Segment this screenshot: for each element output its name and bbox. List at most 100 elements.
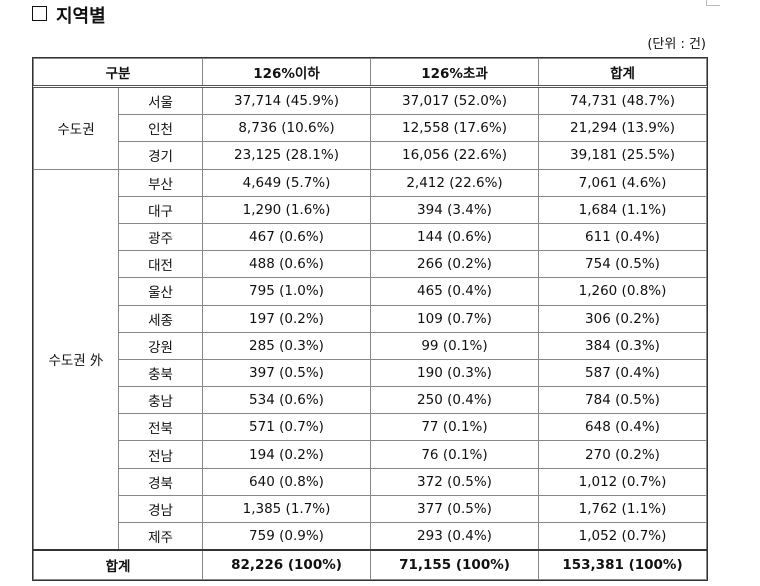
value-cell: 467 (0.6%)	[202, 222, 371, 252]
group-label: 수도권	[33, 86, 119, 170]
value-cell: 795 (1.0%)	[202, 277, 371, 306]
data-row: 수도권 外 부산 4,649 (5.7%) 2,412 (22.6%) 7,061 (4…	[33, 168, 707, 551]
data-row: 대구 1,290 (1.6%) 394 (3.4%) 1,684 (1.1%)	[34, 195, 707, 224]
value-cell: 12,558 (17.6%)	[370, 114, 539, 143]
value-cell: 37,017 (52.0%)	[370, 85, 539, 116]
unit-note: (단위 : 건)	[647, 37, 706, 52]
data-row: 울산 795 (1.0%) 465 (0.4%) 1,260 (0.8%)	[34, 277, 707, 306]
checkbox-icon	[32, 6, 47, 21]
page-corner	[706, 5, 720, 6]
data-row: 제주 759 (0.9%) 293 (0.4%) 1,052 (0.7%)	[34, 522, 707, 551]
data-row: 강원 285 (0.3%) 99 (0.1%) 384 (0.3%)	[34, 331, 707, 360]
value-cell: 372 (0.5%)	[370, 467, 539, 496]
value-cell: 293 (0.4%)	[370, 522, 539, 551]
table-body: 구분 126%이하 126%초과 합계 수도권 서울 37,714 (45.9%) 37,01…	[33, 58, 707, 581]
value-cell: 759 (0.9%)	[202, 522, 371, 551]
value-cell: 640 (0.8%)	[202, 467, 371, 496]
value-cell: 74,731 (48.7%)	[538, 85, 707, 116]
value-cell: 754 (0.5%)	[538, 250, 707, 279]
value-cell: 194 (0.2%)	[202, 440, 371, 469]
value-cell: 571 (0.7%)	[202, 413, 371, 442]
region-label: 광주	[118, 222, 203, 252]
value-cell: 23,125 (28.1%)	[202, 141, 371, 170]
region-label: 부산	[118, 168, 203, 197]
value-cell: 394 (3.4%)	[370, 195, 539, 224]
value-cell: 190 (0.3%)	[370, 358, 539, 388]
column-header: 126%이하	[202, 58, 371, 88]
region-label: 인천	[118, 114, 203, 143]
value-cell: 534 (0.6%)	[202, 386, 371, 415]
data-row: 전북 571 (0.7%) 77 (0.1%) 648 (0.4%)	[34, 413, 707, 442]
region-label: 전북	[118, 413, 203, 442]
value-cell: 465 (0.4%)	[370, 277, 539, 306]
title-text: 지역별	[56, 6, 106, 27]
region-label: 충북	[118, 358, 203, 388]
value-cell: 1,012 (0.7%)	[538, 467, 707, 496]
value-cell: 16,056 (22.6%)	[370, 141, 539, 170]
value-cell: 99 (0.1%)	[370, 331, 539, 360]
value-cell: 1,052 (0.7%)	[538, 522, 707, 551]
data-row: 광주 467 (0.6%) 144 (0.6%) 611 (0.4%)	[34, 222, 707, 252]
value-cell: 39,181 (25.5%)	[538, 141, 707, 170]
value-cell: 1,684 (1.1%)	[538, 195, 707, 224]
total-cell: 71,155 (100%)	[370, 549, 539, 581]
value-cell: 611 (0.4%)	[538, 222, 707, 252]
page-corner	[706, 0, 707, 6]
value-cell: 784 (0.5%)	[538, 386, 707, 415]
value-cell: 1,385 (1.7%)	[202, 494, 371, 524]
data-row: 경북 640 (0.8%) 372 (0.5%) 1,012 (0.7%)	[34, 467, 707, 496]
value-cell: 648 (0.4%)	[538, 413, 707, 442]
value-cell: 8,736 (10.6%)	[202, 114, 371, 143]
value-cell: 1,290 (1.6%)	[202, 195, 371, 224]
header-row: 구분 126%이하 126%초과 합계	[33, 58, 707, 88]
column-header: 합계	[538, 58, 707, 88]
data-row: 경기 23,125 (28.1%) 16,056 (22.6%) 39,181 (25…	[34, 141, 707, 170]
total-cell: 153,381 (100%)	[538, 549, 707, 581]
region-label: 울산	[118, 277, 203, 306]
data-row: 충남 534 (0.6%) 250 (0.4%) 784 (0.5%)	[34, 386, 707, 415]
section-title: 지역별	[32, 2, 106, 28]
value-cell: 488 (0.6%)	[202, 250, 371, 279]
value-cell: 4,649 (5.7%)	[202, 168, 371, 197]
value-cell: 144 (0.6%)	[370, 222, 539, 252]
total-cell: 82,226 (100%)	[202, 549, 371, 581]
data-row: 수도권 서울 37,714 (45.9%) 37,017 (52.0%) 74,731 …	[33, 85, 707, 170]
value-cell: 285 (0.3%)	[202, 331, 371, 360]
column-header: 구분	[33, 58, 203, 88]
value-cell: 306 (0.2%)	[538, 304, 707, 333]
data-table: 구분 126%이하 126%초과 합계 수도권 서울 37,714 (45.9%) 37,01…	[32, 56, 708, 582]
region-label: 경북	[118, 467, 203, 496]
total-label: 합계	[33, 549, 203, 581]
data-row: 경남 1,385 (1.7%) 377 (0.5%) 1,762 (1.1%)	[34, 494, 707, 524]
value-cell: 270 (0.2%)	[538, 440, 707, 469]
value-cell: 1,762 (1.1%)	[538, 494, 707, 524]
data-row: 인천 8,736 (10.6%) 12,558 (17.6%) 21,294 (13.…	[34, 114, 707, 143]
data-row: 대전 488 (0.6%) 266 (0.2%) 754 (0.5%)	[34, 250, 707, 279]
value-cell: 266 (0.2%)	[370, 250, 539, 279]
value-cell: 37,714 (45.9%)	[202, 85, 371, 116]
value-cell: 250 (0.4%)	[370, 386, 539, 415]
value-cell: 1,260 (0.8%)	[538, 277, 707, 306]
value-cell: 7,061 (4.6%)	[538, 168, 707, 197]
region-label: 전남	[118, 440, 203, 469]
region-label: 경남	[118, 494, 203, 524]
value-cell: 21,294 (13.9%)	[538, 114, 707, 143]
value-cell: 2,412 (22.6%)	[370, 168, 539, 197]
value-cell: 587 (0.4%)	[538, 358, 707, 388]
data-row: 세종 197 (0.2%) 109 (0.7%) 306 (0.2%)	[34, 304, 707, 333]
value-cell: 397 (0.5%)	[202, 358, 371, 388]
region-label: 강원	[118, 331, 203, 360]
total-row: 합계 82,226 (100%) 71,155 (100%) 153,381 (100…	[33, 549, 707, 581]
column-header: 126%초과	[370, 58, 539, 88]
value-cell: 76 (0.1%)	[370, 440, 539, 469]
value-cell: 197 (0.2%)	[202, 304, 371, 333]
value-cell: 384 (0.3%)	[538, 331, 707, 360]
data-row: 전남 194 (0.2%) 76 (0.1%) 270 (0.2%)	[34, 440, 707, 469]
region-label: 서울	[118, 85, 203, 116]
region-label: 충남	[118, 386, 203, 415]
region-label: 제주	[118, 522, 203, 551]
value-cell: 77 (0.1%)	[370, 413, 539, 442]
region-label: 대구	[118, 195, 203, 224]
region-label: 세종	[118, 304, 203, 333]
